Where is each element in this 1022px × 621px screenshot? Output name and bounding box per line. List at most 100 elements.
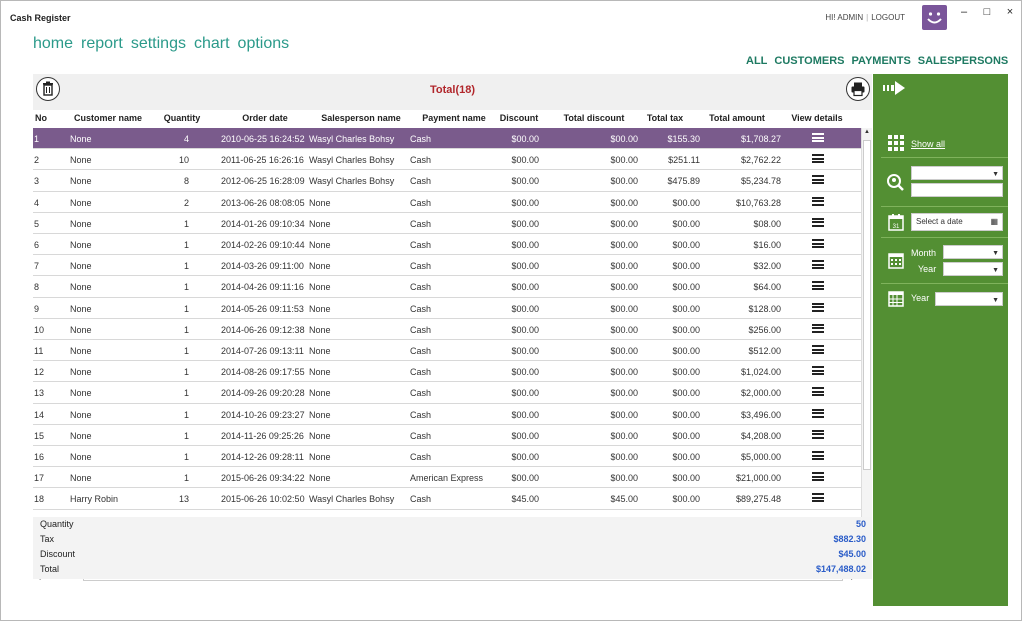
table-row[interactable]: 10 None 1 2014-06-26 09:12:38 None Cash $00.00…	[33, 319, 861, 340]
view-details-button[interactable]	[783, 217, 853, 229]
tab-all[interactable]: ALL	[746, 55, 768, 67]
view-details-button[interactable]	[783, 387, 853, 398]
year-select[interactable]: ▼	[943, 262, 1003, 276]
table-row[interactable]: 3 None 8 2012-06-25 16:28:09 Wasyl Charles B…	[33, 170, 861, 192]
customer-select[interactable]: ▼	[911, 166, 1003, 180]
list-icon	[812, 154, 824, 164]
view-details-button[interactable]	[783, 196, 853, 208]
nav-settings[interactable]: settings	[130, 35, 186, 52]
view-details-button[interactable]	[783, 175, 853, 186]
table-row[interactable]: 5 None 1 2014-01-26 09:10:34 None Cash $00.00 $…	[33, 213, 861, 234]
cell-salesperson: Wasyl Charles Bohsy	[309, 155, 395, 166]
cell-total-amount: $10,763.28	[735, 197, 781, 208]
vertical-scroll-thumb[interactable]	[863, 140, 871, 470]
logout-link[interactable]: LOGOUT	[871, 13, 905, 22]
tab-salespersons[interactable]: SALESPERSONS	[917, 55, 1009, 67]
column-header-total-amount[interactable]: Total amount	[709, 113, 765, 123]
calendar-icon[interactable]: ▦	[990, 217, 998, 226]
table-row[interactable]: 17 None 1 2015-06-26 09:34:22 None American E…	[33, 467, 861, 489]
list-icon	[812, 366, 824, 376]
smiley-logo-icon	[922, 5, 947, 30]
view-details-button[interactable]	[783, 323, 853, 335]
cell-total-discount: $00.00	[610, 303, 638, 314]
table-row[interactable]: 1 None 4 2010-06-25 16:24:52 Wasyl Charles B…	[33, 128, 861, 150]
cell-total-amount: $2,762.22	[740, 155, 781, 166]
cell-discount: $00.00	[511, 346, 539, 356]
print-button[interactable]	[846, 77, 870, 101]
tab-payments[interactable]: PAYMENTS	[851, 55, 911, 67]
minimize-button[interactable]: –	[960, 6, 968, 18]
tab-customers[interactable]: CUSTOMERS	[774, 55, 845, 67]
cell-total-tax: $00.00	[672, 452, 700, 462]
column-header-customer[interactable]: Customer name	[73, 113, 143, 123]
table-row[interactable]: 2 None 10 2011-06-25 16:26:16 Wasyl Charles …	[33, 149, 861, 171]
table-row[interactable]: 8 None 1 2014-04-26 09:11:16 None Cash $00.00 $…	[33, 276, 861, 298]
divider	[881, 237, 1008, 238]
year-only-select[interactable]: ▼	[935, 292, 1003, 306]
date-picker[interactable]: Select a date ▦	[911, 213, 1003, 231]
column-header-total-tax[interactable]: Total tax	[646, 113, 684, 123]
table-row[interactable]: 6 None 1 2014-02-26 09:10:44 None Cash $00.00 $…	[33, 234, 861, 256]
view-details-button[interactable]	[783, 281, 853, 292]
table-row[interactable]: 12 None 1 2014-08-26 09:17:55 None Cash $00.00…	[33, 361, 861, 383]
table-row[interactable]: 16 None 1 2014-12-26 09:28:11 None Cash $00.00…	[33, 446, 861, 468]
calendar-month-icon	[888, 253, 904, 269]
cell-quantity: 13	[178, 494, 189, 505]
view-details-button[interactable]	[783, 408, 853, 420]
table-row[interactable]: 13 None 1 2014-09-26 09:20:28 None Cash $00.00…	[33, 382, 861, 404]
delete-button[interactable]	[36, 77, 60, 101]
cell-total-amount: $512.00	[748, 346, 781, 356]
show-all-link[interactable]: Show all	[911, 139, 946, 149]
nav-chart[interactable]: chart	[193, 35, 230, 52]
table-row[interactable]: 14 None 1 2014-10-26 09:23:27 None Cash $00.00…	[33, 404, 861, 425]
table-row[interactable]: 9 None 1 2014-05-26 09:11:53 None Cash $00.00 $…	[33, 298, 861, 319]
view-details-button[interactable]	[783, 429, 853, 441]
scroll-up-icon[interactable]: ▲	[864, 129, 870, 135]
column-header-view-details[interactable]: View details	[791, 113, 843, 123]
list-icon	[812, 429, 824, 439]
view-details-button[interactable]	[783, 260, 853, 271]
column-header-quantity[interactable]: Quantity	[163, 113, 201, 123]
column-header-salesperson[interactable]: Salesperson name	[321, 113, 401, 123]
view-details-button[interactable]	[783, 154, 853, 165]
collapse-arrow-icon[interactable]	[882, 79, 908, 97]
list-icon	[812, 133, 824, 142]
view-details-button[interactable]	[783, 133, 853, 144]
nav-report[interactable]: report	[81, 35, 123, 52]
view-details-button[interactable]	[783, 493, 853, 504]
cell-order-date: 2011-06-25 16:26:16	[221, 155, 304, 166]
trash-icon	[43, 81, 53, 96]
nav-options[interactable]: options	[237, 35, 290, 52]
table-row[interactable]: 4 None 2 2013-06-26 08:08:05 None Cash $00.00 $…	[33, 192, 861, 213]
table-row[interactable]: 15 None 1 2014-11-26 09:25:26 None Cash $00.00…	[33, 425, 861, 446]
cell-order-date: 2014-10-26 09:23:27	[221, 409, 305, 420]
column-header-total-discount[interactable]: Total discount	[563, 113, 625, 123]
view-details-button[interactable]	[783, 239, 853, 250]
column-header-discount[interactable]: Discount	[499, 113, 539, 123]
view-details-button[interactable]	[783, 345, 853, 356]
grid-header: No Customer name Quantity Order date Salespe…	[33, 110, 872, 128]
summary-label: Total	[40, 564, 60, 574]
list-icon	[812, 408, 824, 418]
column-header-order-date[interactable]: Order date	[242, 113, 288, 123]
view-details-button[interactable]	[783, 302, 853, 314]
column-header-no[interactable]: No	[35, 113, 47, 123]
view-details-button[interactable]	[783, 451, 853, 462]
cell-no: 2	[34, 155, 40, 166]
month-select[interactable]: ▼	[943, 245, 1003, 259]
column-header-payment[interactable]: Payment name	[422, 113, 486, 123]
table-row[interactable]: 18 Harry Robin 13 2015-06-26 10:02:50 Wasyl …	[33, 488, 861, 510]
close-button[interactable]: ×	[1006, 6, 1014, 18]
nav-home[interactable]: home	[33, 35, 74, 52]
view-details-button[interactable]	[783, 472, 853, 483]
view-details-button[interactable]	[783, 366, 853, 377]
cell-customer: None	[70, 282, 92, 293]
search-input[interactable]	[911, 183, 1003, 197]
table-row[interactable]: 11 None 1 2014-07-26 09:13:11 None Cash $00.00…	[33, 340, 861, 362]
vertical-scrollbar[interactable]: ▲ ▼	[861, 128, 872, 571]
table-row[interactable]: 7 None 1 2014-03-26 09:11:00 None Cash $00.00 $…	[33, 255, 861, 277]
maximize-button[interactable]: □	[983, 6, 991, 18]
cell-total-tax: $475.89	[667, 176, 700, 187]
cell-total-tax: $00.00	[672, 388, 700, 399]
list-icon	[812, 217, 824, 227]
